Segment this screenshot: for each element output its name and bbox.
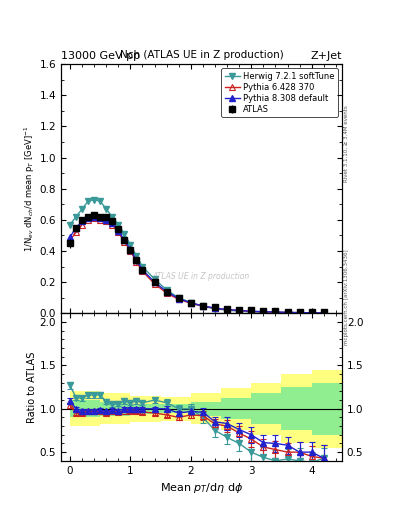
Pythia 8.308 default (213, 305, 217, 311)
Pythia 6.428 370 (164, 290, 169, 296)
Pythia 6.428 370 (68, 237, 72, 243)
Herwig 7.2.1 softTune (86, 198, 90, 204)
Pythia 8.308 default (116, 228, 121, 234)
Pythia 6.428 370 (297, 310, 302, 316)
Pythia 6.428 370 (116, 229, 121, 236)
Pythia 8.308 default (321, 310, 326, 316)
Pythia 6.428 370 (134, 259, 139, 265)
Herwig 7.2.1 softTune (237, 308, 242, 314)
Pythia 8.308 default (86, 215, 90, 221)
Pythia 6.428 370 (110, 222, 115, 228)
Pythia 8.308 default (237, 307, 242, 313)
Pythia 8.308 default (80, 219, 84, 225)
Pythia 8.308 default (98, 215, 103, 221)
Y-axis label: 1/N$_{ev}$ dN$_{ch}$/d mean p$_T$ [GeV]$^{-1}$: 1/N$_{ev}$ dN$_{ch}$/d mean p$_T$ [GeV]$… (22, 125, 37, 252)
Pythia 8.308 default (309, 310, 314, 316)
Pythia 8.308 default (176, 295, 181, 302)
Line: Pythia 6.428 370: Pythia 6.428 370 (67, 216, 327, 316)
Pythia 6.428 370 (213, 305, 217, 311)
Pythia 8.308 default (200, 303, 205, 309)
Pythia 6.428 370 (128, 248, 133, 254)
Line: Herwig 7.2.1 softTune: Herwig 7.2.1 softTune (67, 197, 327, 316)
Pythia 8.308 default (68, 234, 72, 240)
Pythia 6.428 370 (273, 309, 278, 315)
Herwig 7.2.1 softTune (225, 307, 230, 313)
Herwig 7.2.1 softTune (68, 222, 72, 228)
Text: ATLAS UE in Z production: ATLAS UE in Z production (153, 271, 250, 281)
Title: Nch (ATLAS UE in Z production): Nch (ATLAS UE in Z production) (119, 51, 283, 60)
Pythia 6.428 370 (285, 309, 290, 315)
Pythia 6.428 370 (261, 309, 266, 315)
Herwig 7.2.1 softTune (213, 306, 217, 312)
Pythia 6.428 370 (321, 310, 326, 316)
Pythia 8.308 default (92, 214, 97, 220)
Pythia 6.428 370 (86, 217, 90, 223)
Text: Rivet 3.1.10, ≥ 3.4M events: Rivet 3.1.10, ≥ 3.4M events (344, 105, 349, 182)
Pythia 6.428 370 (73, 229, 78, 236)
Pythia 6.428 370 (98, 217, 103, 223)
Pythia 6.428 370 (237, 308, 242, 314)
Pythia 8.308 default (285, 309, 290, 315)
Pythia 8.308 default (152, 279, 157, 285)
Pythia 6.428 370 (152, 281, 157, 287)
Herwig 7.2.1 softTune (164, 287, 169, 293)
Herwig 7.2.1 softTune (98, 198, 103, 204)
Pythia 6.428 370 (309, 310, 314, 316)
Herwig 7.2.1 softTune (261, 309, 266, 315)
Herwig 7.2.1 softTune (273, 309, 278, 315)
Pythia 8.308 default (249, 308, 253, 314)
Pythia 6.428 370 (176, 296, 181, 303)
Herwig 7.2.1 softTune (140, 264, 145, 270)
Pythia 8.308 default (189, 300, 193, 306)
Pythia 6.428 370 (189, 300, 193, 306)
Herwig 7.2.1 softTune (134, 252, 139, 259)
Text: Z+Jet: Z+Jet (310, 51, 342, 61)
Y-axis label: Ratio to ATLAS: Ratio to ATLAS (27, 351, 37, 423)
Pythia 6.428 370 (249, 308, 253, 314)
Pythia 8.308 default (110, 220, 115, 226)
Legend: Herwig 7.2.1 softTune, Pythia 6.428 370, Pythia 8.308 default, ATLAS: Herwig 7.2.1 softTune, Pythia 6.428 370,… (221, 68, 338, 117)
Herwig 7.2.1 softTune (92, 197, 97, 203)
Pythia 6.428 370 (200, 303, 205, 309)
Text: 13000 GeV pp: 13000 GeV pp (61, 51, 140, 61)
Herwig 7.2.1 softTune (189, 300, 193, 306)
Pythia 6.428 370 (140, 268, 145, 274)
Herwig 7.2.1 softTune (80, 206, 84, 212)
Herwig 7.2.1 softTune (116, 222, 121, 228)
Pythia 6.428 370 (104, 219, 108, 225)
Pythia 8.308 default (134, 258, 139, 264)
Herwig 7.2.1 softTune (176, 295, 181, 301)
Herwig 7.2.1 softTune (152, 276, 157, 282)
Pythia 6.428 370 (80, 222, 84, 228)
Pythia 8.308 default (164, 289, 169, 295)
Herwig 7.2.1 softTune (128, 242, 133, 248)
Herwig 7.2.1 softTune (297, 310, 302, 316)
Herwig 7.2.1 softTune (200, 303, 205, 309)
Pythia 8.308 default (225, 307, 230, 313)
Herwig 7.2.1 softTune (321, 310, 326, 316)
Herwig 7.2.1 softTune (104, 206, 108, 212)
Herwig 7.2.1 softTune (110, 214, 115, 220)
Pythia 8.308 default (73, 225, 78, 231)
Herwig 7.2.1 softTune (249, 309, 253, 315)
Text: mcplots.cern.ch [arXiv:1306.3436]: mcplots.cern.ch [arXiv:1306.3436] (344, 249, 349, 345)
X-axis label: Mean $p_T$/d$\eta$ d$\phi$: Mean $p_T$/d$\eta$ d$\phi$ (160, 481, 243, 495)
Pythia 8.308 default (273, 309, 278, 315)
Pythia 8.308 default (297, 310, 302, 316)
Pythia 8.308 default (122, 237, 127, 243)
Herwig 7.2.1 softTune (285, 310, 290, 316)
Herwig 7.2.1 softTune (309, 310, 314, 316)
Pythia 8.308 default (140, 267, 145, 273)
Pythia 6.428 370 (122, 239, 127, 245)
Pythia 8.308 default (104, 217, 108, 223)
Herwig 7.2.1 softTune (122, 231, 127, 237)
Line: Pythia 8.308 default: Pythia 8.308 default (67, 214, 327, 316)
Pythia 8.308 default (128, 246, 133, 252)
Herwig 7.2.1 softTune (73, 214, 78, 220)
Pythia 8.308 default (261, 309, 266, 315)
Pythia 6.428 370 (92, 215, 97, 221)
Pythia 6.428 370 (225, 307, 230, 313)
